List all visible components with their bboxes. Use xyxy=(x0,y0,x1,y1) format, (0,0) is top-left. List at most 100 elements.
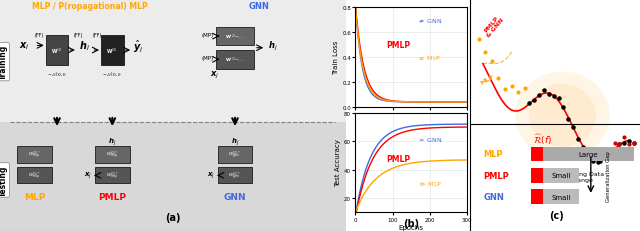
Text: MLP: MLP xyxy=(483,150,503,159)
Text: $\boldsymbol{h}_j$: $\boldsymbol{h}_j$ xyxy=(108,136,116,147)
FancyBboxPatch shape xyxy=(17,147,52,163)
Point xyxy=(500,88,510,91)
Text: PMLP: PMLP xyxy=(99,192,126,201)
FancyBboxPatch shape xyxy=(46,36,68,66)
Bar xyxy=(543,168,579,183)
Point xyxy=(593,161,604,164)
Point xyxy=(619,142,629,145)
Bar xyxy=(531,147,543,162)
Text: (FF): (FF) xyxy=(35,33,44,38)
Point xyxy=(614,143,625,146)
Text: GNN: GNN xyxy=(224,192,246,201)
Ellipse shape xyxy=(515,72,610,159)
Text: $W^{(1)*}_{gnn}$: $W^{(1)*}_{gnn}$ xyxy=(228,170,241,181)
Text: Training: Training xyxy=(0,45,8,80)
Text: (c): (c) xyxy=(548,210,564,220)
Text: Generalization Gap: Generalization Gap xyxy=(607,150,611,201)
Text: $\gg$ MLP: $\gg$ MLP xyxy=(417,179,442,187)
FancyBboxPatch shape xyxy=(216,51,254,69)
Text: (b): (b) xyxy=(403,219,419,228)
Point xyxy=(539,89,549,93)
Text: Training Data
Range: Training Data Range xyxy=(563,171,604,182)
Point xyxy=(558,106,568,109)
Text: GNN: GNN xyxy=(483,192,504,201)
Text: PMLP
& GNN: PMLP & GNN xyxy=(481,14,505,39)
Point xyxy=(534,93,544,97)
Y-axis label: Train Loss: Train Loss xyxy=(333,41,339,75)
Point xyxy=(486,60,497,64)
Point xyxy=(529,99,539,102)
Y-axis label: Test Accuracy: Test Accuracy xyxy=(335,139,341,187)
Point xyxy=(624,143,634,146)
Text: $\sim\!\mathcal{N}(0,I)$: $\sim\!\mathcal{N}(0,I)$ xyxy=(102,69,122,77)
Point xyxy=(619,136,629,140)
Text: $\boldsymbol{h}_j$: $\boldsymbol{h}_j$ xyxy=(268,40,278,53)
Text: $W^{(2)*}_{mlp}$: $W^{(2)*}_{mlp}$ xyxy=(106,149,119,161)
Text: Small: Small xyxy=(552,173,571,179)
Text: PMLP: PMLP xyxy=(387,154,411,163)
Point xyxy=(520,87,530,90)
Text: $\boldsymbol{x}_j$: $\boldsymbol{x}_j$ xyxy=(207,169,215,180)
Text: $\boldsymbol{h}_i$: $\boldsymbol{h}_i$ xyxy=(79,39,90,53)
Point xyxy=(605,151,615,155)
Text: (FF): (FF) xyxy=(92,33,101,38)
Text: MLP: MLP xyxy=(479,73,495,85)
Text: GNN: GNN xyxy=(249,2,269,11)
Point xyxy=(614,143,625,146)
Point xyxy=(600,151,610,155)
FancyBboxPatch shape xyxy=(95,167,130,184)
Text: $\mathbf{W}^{(2)}$: $\mathbf{W}^{(2)}$ xyxy=(106,46,118,55)
Point xyxy=(624,140,634,143)
Point xyxy=(600,156,610,160)
Text: $\mathbf{W}^{(1)}\!\sim\!...$: $\mathbf{W}^{(1)}\!\sim\!...$ xyxy=(225,55,245,65)
Bar xyxy=(0,0,346,122)
FancyBboxPatch shape xyxy=(95,147,130,163)
Text: $W^{(2)*}_{mlp}$: $W^{(2)*}_{mlp}$ xyxy=(28,149,41,161)
Text: PMLP: PMLP xyxy=(387,41,411,50)
Text: $\mathbf{W}^{(2)}\!\sim\!...$: $\mathbf{W}^{(2)}\!\sim\!...$ xyxy=(225,32,245,42)
Text: (FF): (FF) xyxy=(73,33,83,38)
Point xyxy=(548,95,559,99)
Bar xyxy=(531,168,543,183)
Point xyxy=(609,149,620,153)
Text: MLP: MLP xyxy=(24,192,45,201)
FancyBboxPatch shape xyxy=(218,147,252,163)
Point xyxy=(628,142,639,145)
FancyBboxPatch shape xyxy=(218,167,252,184)
Point xyxy=(513,91,524,94)
Ellipse shape xyxy=(529,84,596,147)
Text: (a): (a) xyxy=(165,212,180,222)
Text: $\neq$ GNN: $\neq$ GNN xyxy=(417,17,442,25)
Text: PMLP: PMLP xyxy=(483,171,509,180)
Text: (MP): (MP) xyxy=(202,56,213,61)
Text: $\hat{\boldsymbol{y}}_i$: $\hat{\boldsymbol{y}}_i$ xyxy=(133,38,143,54)
Point xyxy=(595,160,605,163)
Bar xyxy=(543,147,634,162)
Text: $\mathbf{W}^{(1)}$: $\mathbf{W}^{(1)}$ xyxy=(51,46,63,55)
Text: $\widehat{\mathcal{R}}(f)$: $\widehat{\mathcal{R}}(f)$ xyxy=(533,132,552,147)
Bar xyxy=(543,189,579,204)
Text: $\approx$ GNN: $\approx$ GNN xyxy=(417,135,442,143)
Text: Large: Large xyxy=(579,151,598,157)
FancyBboxPatch shape xyxy=(17,167,52,184)
Point xyxy=(583,151,593,155)
Text: $W^{(2)*}_{gnn}$: $W^{(2)*}_{gnn}$ xyxy=(228,149,241,161)
Text: $\boldsymbol{x}_j$: $\boldsymbol{x}_j$ xyxy=(209,70,219,81)
Text: $\equiv$ MLP: $\equiv$ MLP xyxy=(417,54,441,62)
Point xyxy=(506,85,516,89)
Text: $\boldsymbol{x}_j$: $\boldsymbol{x}_j$ xyxy=(84,169,92,180)
Point xyxy=(578,146,588,149)
Text: Testing: Testing xyxy=(0,164,8,196)
Text: Small: Small xyxy=(552,194,571,200)
Text: MLP / P(ropagational) MLP: MLP / P(ropagational) MLP xyxy=(32,2,148,11)
Point xyxy=(609,142,620,145)
Point xyxy=(493,76,504,80)
Bar xyxy=(531,189,543,204)
Point xyxy=(595,148,605,152)
Point xyxy=(480,51,490,54)
Text: $\boldsymbol{x}_i$: $\boldsymbol{x}_i$ xyxy=(19,40,29,52)
Text: (d): (d) xyxy=(548,192,564,202)
Point xyxy=(568,125,579,129)
Bar xyxy=(0,122,346,231)
FancyBboxPatch shape xyxy=(101,36,124,66)
